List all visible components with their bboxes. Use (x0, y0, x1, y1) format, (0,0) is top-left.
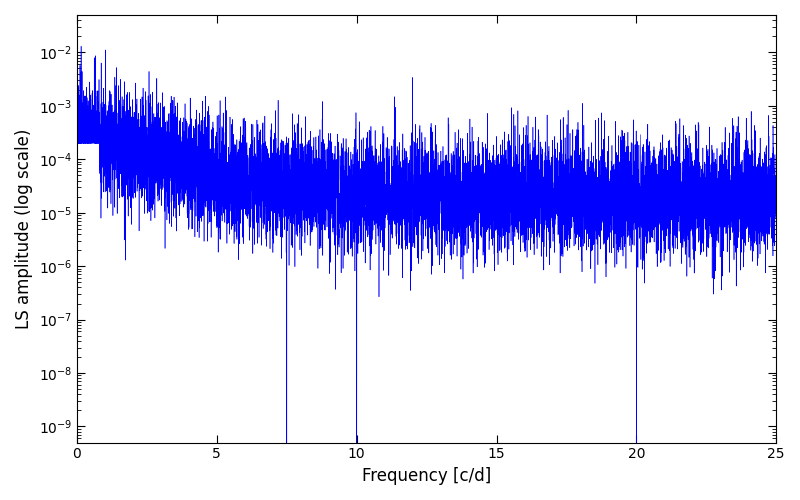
X-axis label: Frequency [c/d]: Frequency [c/d] (362, 467, 491, 485)
Y-axis label: LS amplitude (log scale): LS amplitude (log scale) (15, 128, 33, 329)
